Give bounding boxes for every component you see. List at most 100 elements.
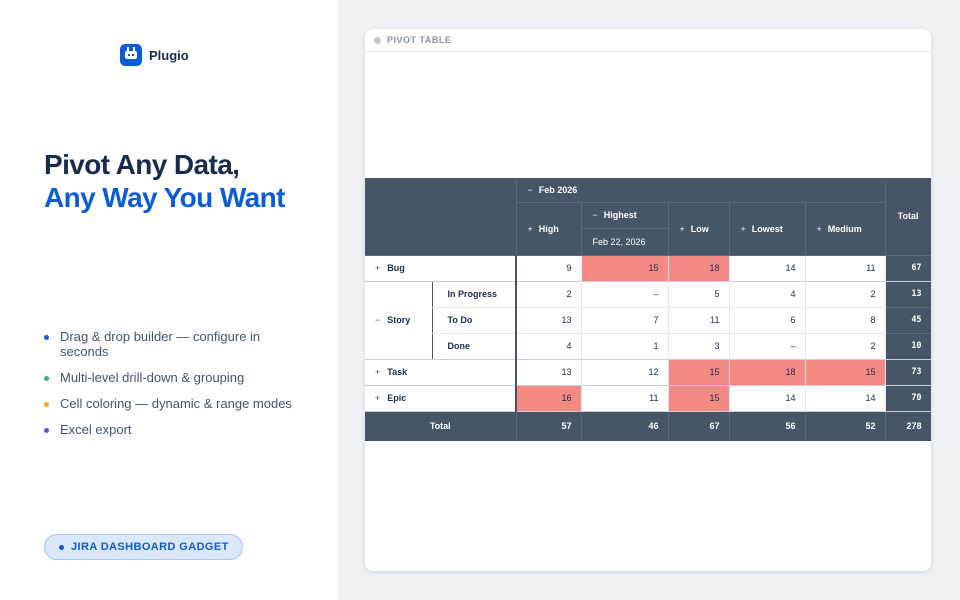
feature-item: Excel export: [44, 422, 294, 437]
row-total-cell: 70: [885, 385, 931, 412]
bullet-dot-icon: [44, 428, 49, 433]
row-header-task[interactable]: + Task: [365, 359, 516, 386]
collapse-icon[interactable]: −: [527, 184, 533, 195]
value-cell: 14: [729, 255, 806, 282]
column-total-cell: 67: [668, 411, 730, 441]
value-cell: 15: [805, 359, 886, 386]
value-cell: 2: [805, 333, 886, 360]
sub-row-header-in-progress: In Progress: [431, 281, 517, 308]
month-label: Feb 2026: [538, 184, 578, 195]
headline: Pivot Any Data, Any Way You Want: [44, 148, 285, 214]
totals-row: Total 57 46 67 56 52 278: [365, 411, 931, 441]
value-cell: –: [729, 333, 806, 360]
value-cell: –: [581, 281, 669, 308]
bullet-dot-icon: [44, 376, 49, 381]
row-label: Bug: [387, 263, 405, 273]
badge-label: JIRA DASHBOARD GADGET: [71, 541, 229, 553]
value-cell: 15: [581, 255, 669, 282]
col-header-low[interactable]: + Low: [668, 202, 730, 256]
value-cell: 11: [805, 255, 886, 282]
gadget-header: PIVOT TABLE: [365, 29, 931, 52]
totals-row-label: Total: [365, 411, 517, 441]
col-label: Highest: [603, 210, 637, 220]
column-total-cell: 56: [729, 411, 806, 441]
sub-row-header-done: Done: [431, 333, 517, 360]
grand-total-cell: 278: [885, 411, 931, 441]
value-cell: 14: [729, 385, 806, 412]
col-header-medium[interactable]: + Medium: [805, 202, 886, 256]
feature-text: Excel export: [60, 422, 132, 437]
table-row: + Bug 9 15 18 14 11 67: [365, 255, 931, 282]
expand-icon[interactable]: +: [816, 223, 822, 234]
value-cell: 16: [515, 385, 582, 412]
headline-line-1: Pivot Any Data,: [44, 149, 240, 180]
value-cell: 15: [668, 385, 730, 412]
value-cell: 6: [729, 307, 806, 334]
collapse-icon[interactable]: −: [375, 315, 381, 325]
value-cell: 4: [516, 333, 582, 360]
table-row: + Epic 16 11 15 14 14 70: [365, 385, 931, 412]
feature-text: Drag & drop builder — configure in secon…: [60, 329, 261, 359]
value-cell: 7: [581, 307, 669, 334]
gadget-badge: JIRA DASHBOARD GADGET: [44, 534, 243, 560]
brand-logo[interactable]: Plugio: [120, 44, 189, 66]
row-header-bug[interactable]: + Bug: [365, 255, 516, 282]
pivot-gadget-card: PIVOT TABLE − Feb 2026 Total + High − Highe…: [365, 29, 931, 571]
expand-icon[interactable]: +: [527, 223, 533, 234]
value-cell: 13: [515, 359, 582, 386]
col-label: High: [538, 223, 559, 234]
feature-item: Multi-level drill-down & grouping: [44, 370, 294, 385]
col-label: Low: [690, 223, 709, 234]
col-header-highest[interactable]: − Highest: [581, 202, 669, 229]
value-cell: 11: [581, 385, 669, 412]
expand-icon[interactable]: +: [740, 223, 746, 234]
expand-icon[interactable]: +: [679, 223, 685, 234]
row-total-cell: 73: [885, 359, 931, 386]
value-cell: 12: [581, 359, 669, 386]
value-cell: 11: [668, 307, 730, 334]
col-header-lowest[interactable]: + Lowest: [729, 202, 806, 256]
expand-icon[interactable]: +: [375, 367, 381, 377]
row-total-cell: 13: [885, 281, 931, 308]
feature-item: Drag & drop builder — configure in secon…: [44, 329, 294, 359]
expand-icon[interactable]: +: [375, 263, 381, 273]
value-cell: 13: [516, 307, 582, 334]
value-cell: 15: [668, 359, 730, 386]
col-header-high[interactable]: + High: [516, 202, 582, 256]
expand-icon[interactable]: +: [375, 393, 381, 403]
gadget-title: PIVOT TABLE: [387, 35, 452, 45]
col-label: Lowest: [751, 223, 783, 234]
headline-line-2: Any Way You Want: [44, 182, 285, 213]
feature-item: Cell coloring — dynamic & range modes: [44, 396, 294, 411]
value-cell: 18: [729, 359, 806, 386]
row-label: Story: [387, 315, 411, 325]
column-total-cell: 52: [805, 411, 886, 441]
value-cell: 8: [805, 307, 886, 334]
table-row: − Story In Progress 2 – 5 4 2 13: [365, 281, 931, 360]
sub-row-header-to-do: To Do: [431, 307, 517, 334]
value-cell: 2: [516, 281, 582, 308]
row-header-story[interactable]: − Story: [365, 281, 432, 360]
value-cell: 9: [515, 255, 582, 282]
value-cell: 1: [581, 333, 669, 360]
value-cell: 4: [729, 281, 806, 308]
corner-header: [365, 178, 517, 256]
robot-icon: [120, 44, 142, 66]
value-cell: 14: [805, 385, 886, 412]
pivot-table: − Feb 2026 Total + High − Highest + Low + Low…: [365, 178, 931, 441]
collapse-icon[interactable]: −: [592, 210, 598, 220]
total-column-header: Total: [885, 178, 931, 256]
table-row: To Do 13 7 11 6 8 45: [365, 307, 931, 334]
month-header[interactable]: − Feb 2026: [516, 178, 886, 203]
bullet-dot-icon: [44, 402, 49, 407]
value-cell: 2: [805, 281, 886, 308]
row-header-epic[interactable]: + Epic: [365, 385, 516, 412]
row-total-cell: 10: [885, 333, 931, 360]
marketing-panel: Plugio Pivot Any Data, Any Way You Want …: [0, 0, 340, 600]
row-label: Task: [387, 367, 408, 377]
table-row: + Task 13 12 15 18 15 73: [365, 359, 931, 386]
value-cell: 5: [668, 281, 730, 308]
feature-text: Multi-level drill-down & grouping: [60, 370, 245, 385]
value-cell: 3: [668, 333, 730, 360]
badge-dot-icon: [59, 544, 64, 550]
